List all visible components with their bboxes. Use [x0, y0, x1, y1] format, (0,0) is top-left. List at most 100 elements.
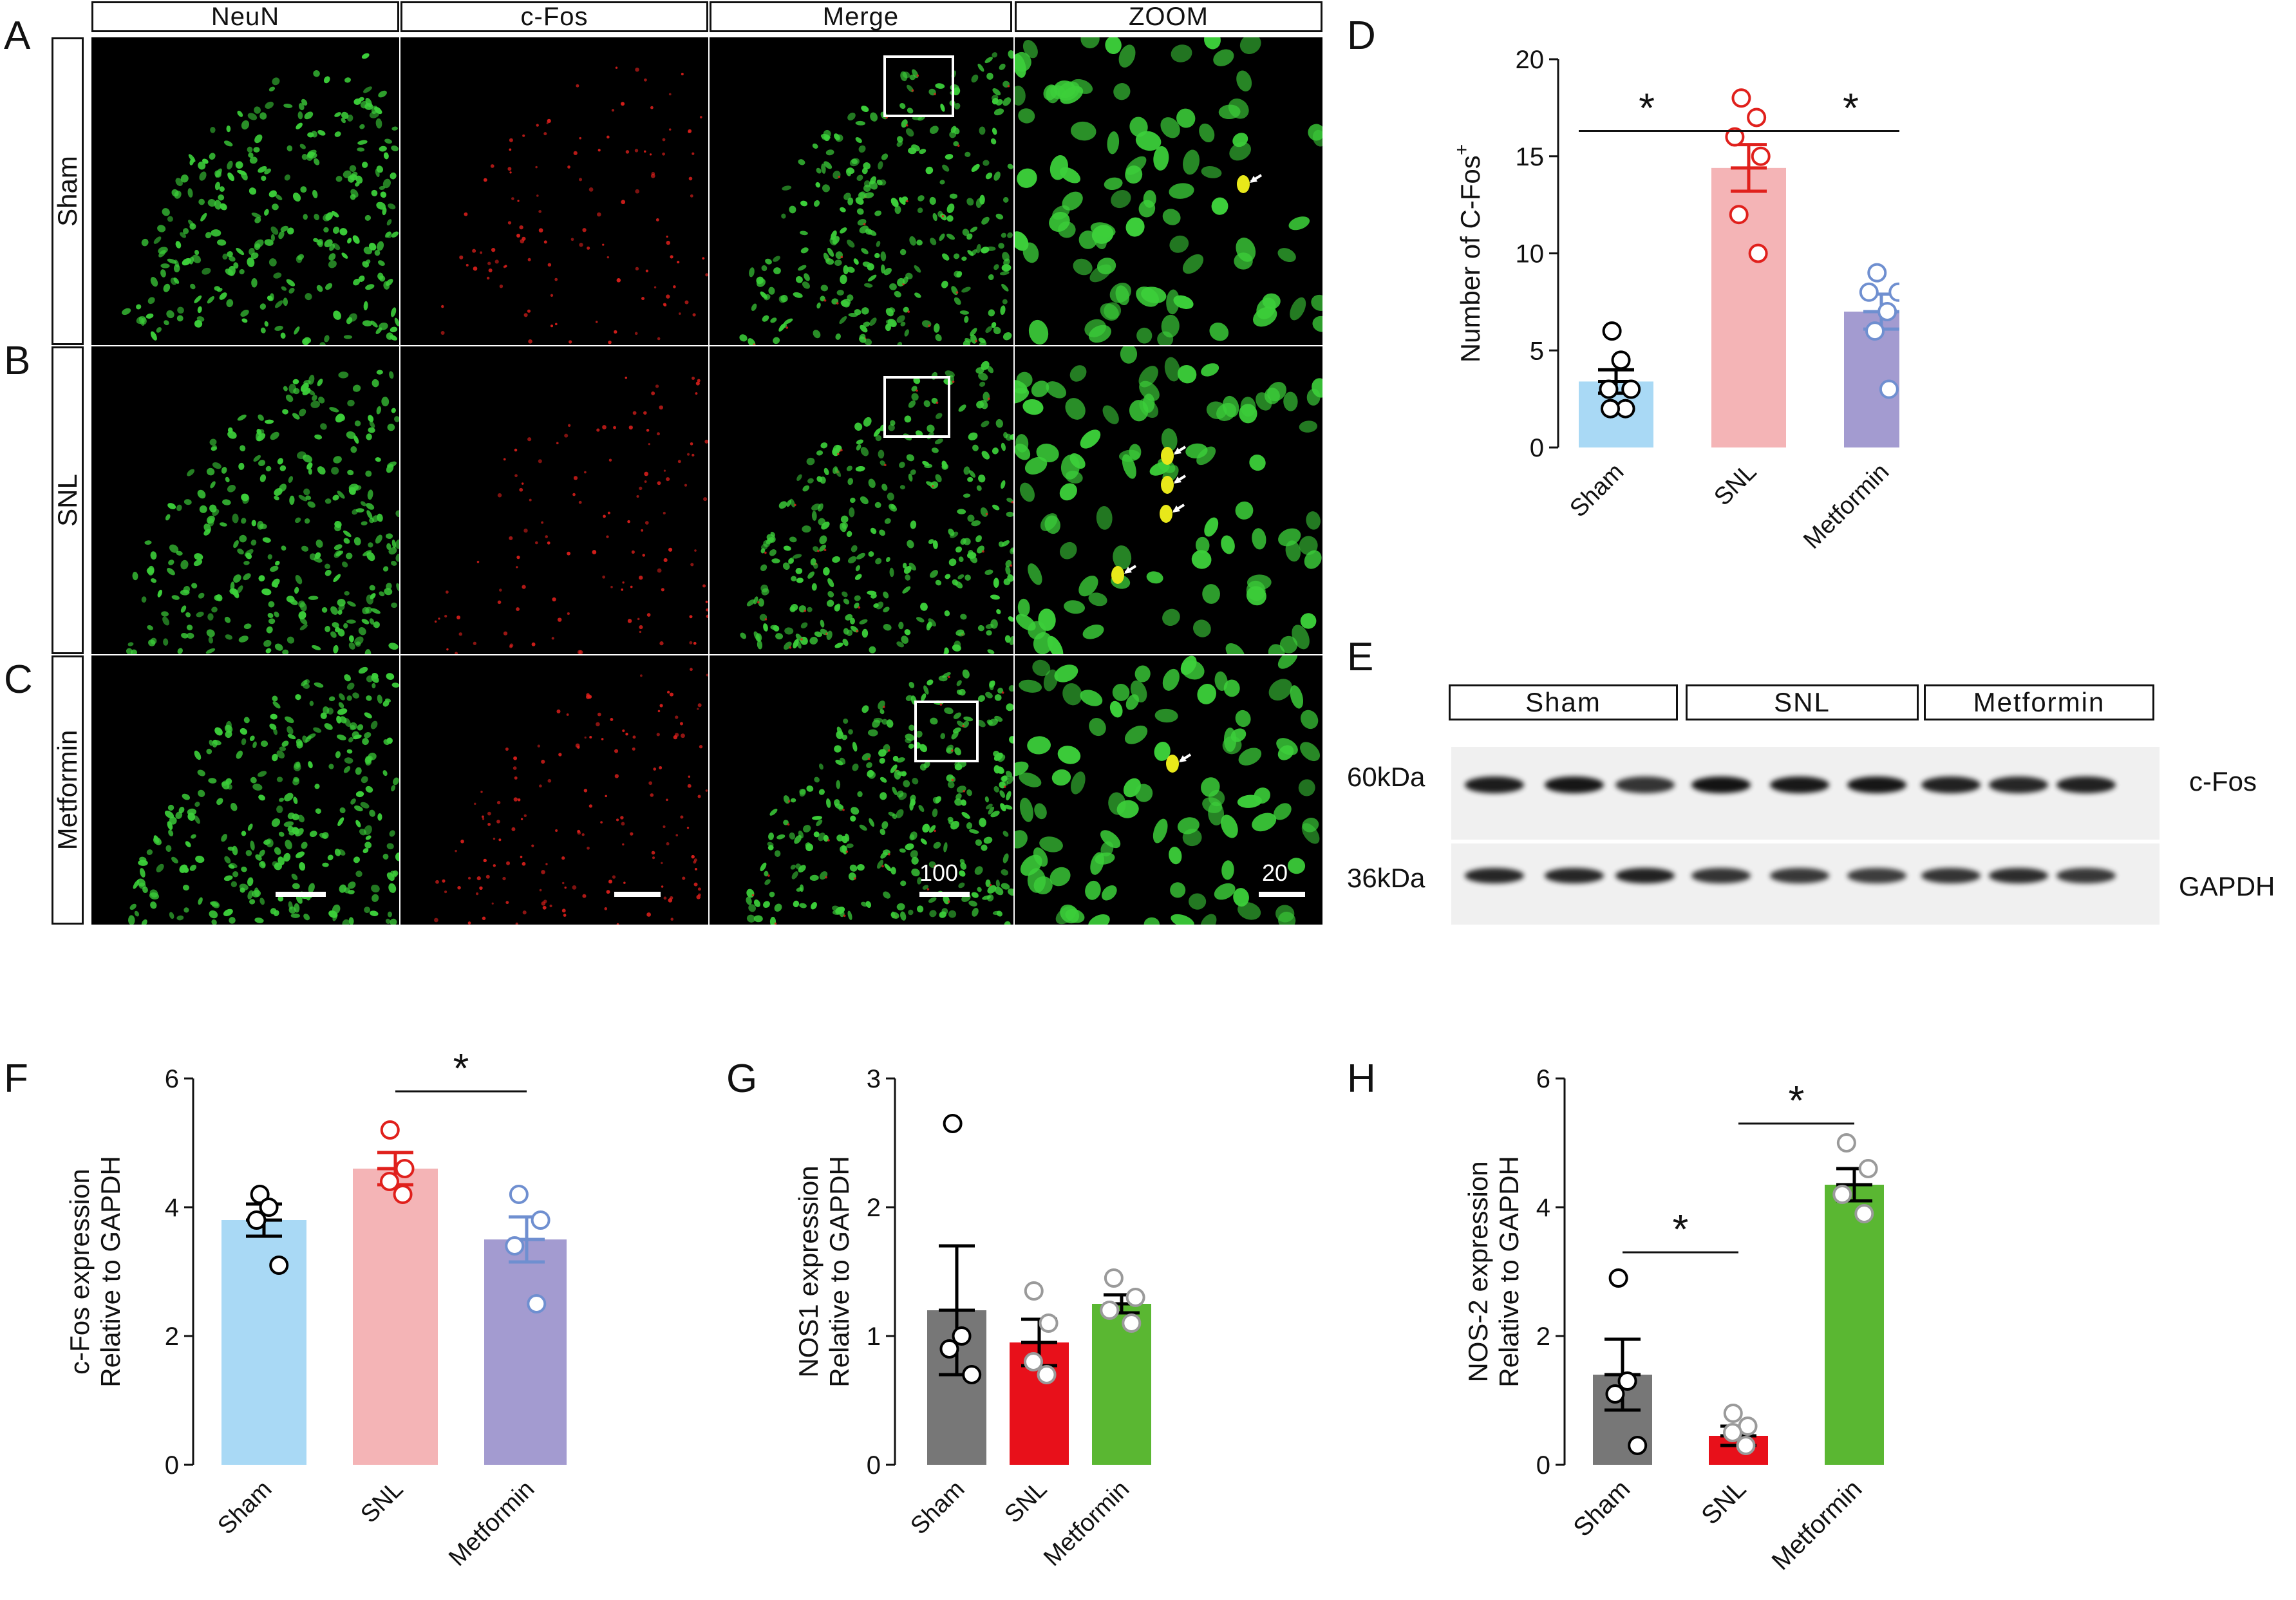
panel-letter-f: F [4, 1057, 28, 1101]
row-label-metformin-text: Metformin [52, 729, 82, 851]
y-tick-label: 0 [1536, 1451, 1550, 1480]
y-tick-label: 3 [867, 1065, 881, 1093]
y-tick-label: 2 [1536, 1322, 1550, 1351]
marker-60kda: 60kDa [1347, 762, 1426, 792]
y-tick-label: 10 [1516, 240, 1545, 268]
col-header-merge: Merge [710, 1, 1012, 32]
data-point [1621, 379, 1641, 399]
y-tick-label: 0 [1530, 434, 1544, 462]
micrograph-snl-cfos [400, 346, 708, 654]
panel-letter-c: C [4, 657, 33, 702]
blot-band-gapdh [1847, 868, 1906, 883]
data-point [1832, 1185, 1852, 1204]
blot-band-gapdh [1615, 868, 1675, 883]
data-point [1723, 1404, 1743, 1423]
scale-bar-neun [276, 892, 326, 897]
zoom-region-box-snl [883, 376, 950, 438]
data-point [1599, 379, 1619, 399]
chart-panel-d: 0 5 10 15 20 Number of C-Fos+ Sham SNL Metformin… [1451, 46, 1899, 554]
y-tick-label: 20 [1516, 46, 1545, 74]
y-axis-label: Relative to GAPDH [95, 1156, 126, 1387]
y-axis-label-superscript: + [1451, 144, 1473, 156]
significance-star: * [453, 1049, 469, 1091]
micrograph-metformin-zoom [1015, 655, 1322, 925]
significance-star: * [1673, 1206, 1689, 1252]
data-point [1725, 127, 1745, 147]
data-point [259, 1198, 279, 1217]
micrograph-metformin-cfos [400, 655, 708, 925]
y-axis-label: NOS1 expression [793, 1165, 823, 1377]
blot-band-gapdh [2056, 868, 2116, 883]
x-tick-label-metformin: Metformin [444, 1476, 540, 1572]
data-point [1024, 1352, 1044, 1371]
scale-bar-cfos [614, 892, 661, 897]
band-label-cfos: c-Fos [2189, 766, 2257, 796]
panel-letter-e: E [1347, 635, 1374, 679]
blot-band-cfos [1545, 776, 1604, 793]
blot-strip-gapdh [1451, 843, 2160, 925]
y-axis-label: Relative to GAPDH [824, 1156, 854, 1387]
y-tick-label: 4 [165, 1194, 179, 1222]
micrograph-sham-zoom [1015, 37, 1322, 345]
blot-band-gapdh [1770, 868, 1829, 883]
blot-band-cfos [1615, 776, 1675, 793]
data-point [1859, 282, 1879, 302]
zoom-region-box-metformin [914, 701, 979, 762]
zoom-region-box-sham [883, 55, 954, 117]
x-tick-label-sham: Sham [1565, 458, 1629, 523]
blot-band-gapdh [1989, 868, 2048, 883]
band-label-gapdh: GAPDH [2179, 871, 2275, 901]
micrograph-metformin-neun [91, 655, 399, 925]
blot-band-cfos [2056, 776, 2116, 793]
y-tick-label: 6 [1536, 1065, 1550, 1093]
bar-metformin [1092, 1304, 1151, 1465]
data-point [509, 1185, 529, 1204]
micrograph-snl-zoom [1015, 346, 1322, 654]
significance-star: * [1843, 85, 1859, 131]
y-tick-label: 15 [1516, 143, 1545, 171]
data-point [269, 1256, 289, 1275]
x-tick-label-metformin: Metformin [1798, 458, 1894, 554]
data-point [943, 1114, 963, 1133]
x-tick-label-sham: Sham [1568, 1474, 1635, 1542]
data-point [1024, 1281, 1044, 1301]
x-tick-label-metformin: Metformin [1767, 1474, 1868, 1576]
bar-snl [1711, 167, 1786, 447]
data-point [247, 1210, 267, 1230]
data-point [1039, 1313, 1059, 1333]
panel-letter-d: D [1347, 14, 1376, 58]
data-point [527, 1294, 547, 1313]
blot-strip-cfos [1451, 747, 2160, 840]
data-point [1617, 1371, 1637, 1391]
blot-band-cfos [1847, 776, 1906, 793]
micrograph-snl-merge [710, 346, 1013, 654]
chart-panel-f: 0 2 4 6 c-Fos expression Relative to GAPDH Sha… [64, 1049, 567, 1572]
data-point [1602, 321, 1622, 341]
bar-metformin [484, 1239, 567, 1465]
blot-header-metformin: Metformin [1924, 684, 2154, 720]
blot-band-cfos [1691, 776, 1751, 793]
marker-36kda: 36kDa [1347, 863, 1426, 893]
data-point [1865, 321, 1885, 341]
y-tick-label: 5 [1530, 337, 1544, 365]
micrograph-snl-neun [91, 346, 399, 654]
scale-bar-zoom [1259, 892, 1305, 897]
data-point [1729, 205, 1749, 225]
data-point [1747, 108, 1767, 127]
chart-panel-h: 0 2 4 6 NOS-2 expression Relative to GAPDH Sha… [1463, 1065, 1884, 1576]
data-point [393, 1185, 413, 1204]
panel-letter-b: B [4, 339, 31, 383]
data-point [1751, 146, 1771, 166]
panel-letter-a: A [4, 14, 31, 58]
row-label-sham: Sham [52, 37, 84, 345]
data-point [1601, 399, 1621, 419]
data-point [1836, 1133, 1856, 1153]
data-point [939, 1339, 959, 1359]
data-point [395, 1159, 415, 1178]
data-point [1723, 1423, 1743, 1442]
chart-panel-g: 0 1 2 3 NOS1 expression Relative to GAPDH Sham… [793, 1065, 1151, 1572]
scale-bar-merge [919, 892, 970, 897]
significance-star: * [1639, 85, 1655, 131]
data-point [1037, 1365, 1057, 1384]
data-point [1611, 350, 1631, 370]
